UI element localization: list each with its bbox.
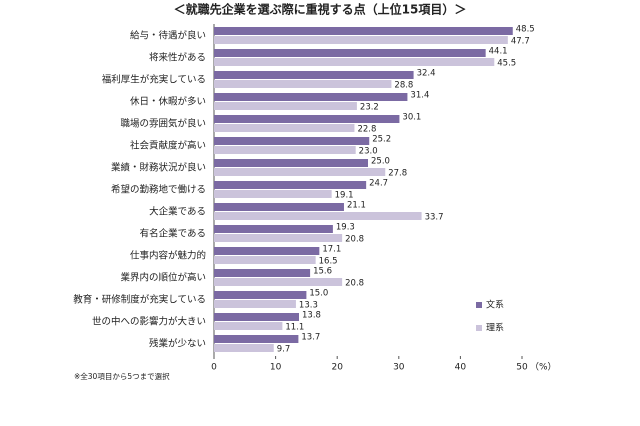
value-label: 13.7	[301, 333, 320, 343]
value-label: 33.7	[425, 213, 444, 223]
bar	[214, 80, 392, 88]
category-label: 業界内の順位が高い	[120, 272, 206, 284]
bar	[214, 344, 274, 352]
x-tick-label: 40	[455, 363, 467, 373]
category-label: 休日・休暇が多い	[130, 96, 206, 108]
value-label: 13.3	[299, 301, 318, 311]
bar	[214, 137, 370, 145]
bar	[214, 234, 343, 242]
value-label: 20.8	[345, 235, 364, 245]
value-label: 28.8	[394, 81, 413, 91]
bar	[214, 93, 408, 101]
bar	[214, 190, 332, 198]
category-label: 福利厚生が充実している	[102, 74, 206, 86]
bar	[214, 124, 355, 132]
category-label: 教育・研修制度が充実している	[73, 294, 206, 306]
value-label: 13.8	[302, 311, 321, 321]
x-axis-label: （%）	[530, 362, 557, 373]
x-tick-label: 50	[516, 363, 528, 373]
bar	[214, 27, 513, 35]
category-label: 将来性がある	[149, 52, 206, 64]
category-label: 業績・財務状況が良い	[111, 162, 206, 174]
value-label: 45.5	[497, 59, 516, 69]
value-label: 17.1	[322, 245, 341, 255]
bar	[214, 168, 386, 176]
value-label: 23.0	[359, 147, 378, 157]
bar	[214, 269, 311, 277]
value-label: 31.4	[410, 91, 429, 101]
bar	[214, 335, 299, 343]
bar	[214, 159, 368, 167]
value-label: 19.3	[336, 223, 355, 233]
value-label: 23.2	[360, 103, 379, 113]
bar	[214, 58, 495, 66]
chart-title: ＜就職先企業を選ぶ際に重視する点（上位15項目）＞	[174, 2, 467, 17]
value-label: 44.1	[489, 47, 508, 57]
bar	[214, 291, 307, 299]
value-label: 20.8	[345, 279, 364, 289]
bar	[214, 115, 400, 123]
x-tick-label: 30	[393, 363, 405, 373]
value-label: 25.0	[371, 157, 390, 167]
legend-label: 理系	[486, 323, 504, 334]
bar	[214, 71, 414, 79]
value-label: 22.8	[357, 125, 376, 135]
value-label: 32.4	[417, 69, 436, 79]
category-label: 希望の勤務地で働ける	[111, 184, 206, 196]
category-label: 有名企業である	[140, 228, 206, 240]
value-label: 9.7	[277, 345, 291, 355]
bar	[214, 225, 333, 233]
value-label: 19.1	[335, 191, 354, 201]
category-label: 給与・待遇が良い	[130, 30, 206, 42]
value-label: 11.1	[285, 323, 304, 333]
value-label: 24.7	[369, 179, 388, 189]
x-tick-label: 20	[331, 363, 343, 373]
bar	[214, 181, 367, 189]
category-label: 仕事内容が魅力的	[130, 250, 206, 262]
bar	[214, 36, 508, 44]
category-label: 社会貢献度が高い	[130, 140, 206, 152]
legend-label: 文系	[486, 299, 504, 311]
value-label: 30.1	[402, 113, 421, 123]
category-label: 職場の雰囲気が良い	[120, 118, 206, 130]
bar	[214, 247, 320, 255]
x-tick-label: 10	[270, 363, 282, 373]
value-label: 15.0	[309, 289, 328, 299]
value-label: 21.1	[347, 201, 366, 211]
legend-swatch	[476, 302, 482, 308]
bar	[214, 146, 356, 154]
bar	[214, 203, 344, 211]
value-label: 48.5	[516, 25, 535, 35]
bar	[214, 256, 316, 264]
value-label: 27.8	[388, 169, 407, 179]
bar	[214, 49, 486, 57]
category-label: 大企業である	[149, 206, 206, 218]
value-label: 25.2	[372, 135, 391, 145]
bar	[214, 278, 343, 286]
value-label: 16.5	[319, 257, 338, 267]
footnote: ※全30項目から5つまで選択	[74, 371, 170, 381]
value-label: 15.6	[313, 267, 332, 277]
legend-swatch	[476, 325, 482, 331]
bar	[214, 300, 296, 308]
bar	[214, 322, 283, 330]
x-tick-label: 0	[211, 363, 217, 373]
category-label: 残業が少ない	[149, 338, 206, 350]
bar	[214, 212, 422, 220]
value-label: 47.7	[511, 37, 530, 47]
bar	[214, 313, 300, 321]
bar	[214, 102, 357, 110]
category-label: 世の中への影響力が大きい	[92, 316, 206, 328]
